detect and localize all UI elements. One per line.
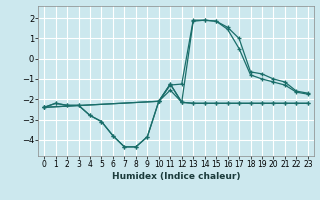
X-axis label: Humidex (Indice chaleur): Humidex (Indice chaleur) [112, 172, 240, 181]
